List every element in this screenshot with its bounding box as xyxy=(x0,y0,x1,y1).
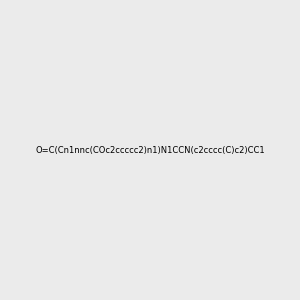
Text: O=C(Cn1nnc(COc2ccccc2)n1)N1CCN(c2cccc(C)c2)CC1: O=C(Cn1nnc(COc2ccccc2)n1)N1CCN(c2cccc(C)… xyxy=(35,146,265,154)
